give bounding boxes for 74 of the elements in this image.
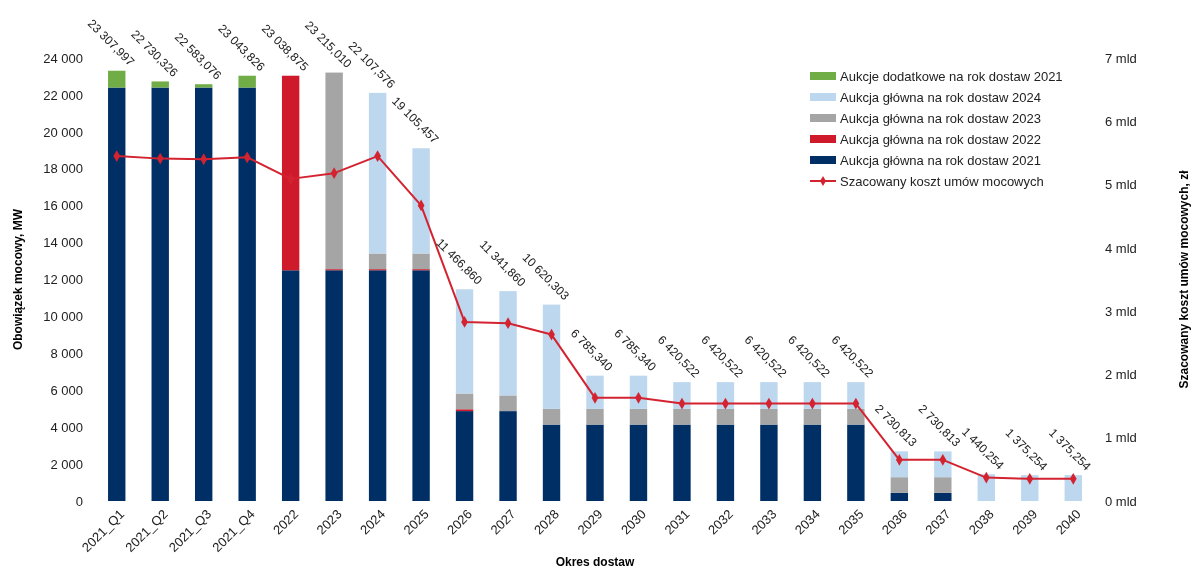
bar xyxy=(281,270,300,501)
bar xyxy=(368,253,387,270)
bar xyxy=(151,87,169,501)
y2-tick-label: 3 mld xyxy=(1105,303,1137,319)
y-tick-label: 2 000 xyxy=(50,456,83,472)
bar xyxy=(542,424,561,501)
bar xyxy=(803,424,822,501)
bar xyxy=(542,408,561,425)
legend-label: Aukcje dodatkowe na rok dostaw 2021 xyxy=(840,69,1063,84)
legend-label: Aukcja główna na rok dostaw 2023 xyxy=(840,111,1041,126)
bar xyxy=(195,84,213,88)
bar xyxy=(455,411,474,501)
y-tick-label: 10 000 xyxy=(43,309,83,325)
bar xyxy=(586,408,604,425)
bar xyxy=(368,270,387,501)
x-axis-title: Okres dostaw xyxy=(555,555,636,569)
bar xyxy=(238,75,256,88)
y-tick-label: 20 000 xyxy=(43,124,83,140)
bar xyxy=(499,291,517,396)
bar xyxy=(151,81,169,88)
y2-tick-label: 0 mld xyxy=(1105,493,1137,509)
bar xyxy=(673,424,691,501)
bar xyxy=(412,270,430,501)
bar xyxy=(238,87,256,501)
legend-label: Aukcja główna na rok dostaw 2022 xyxy=(840,132,1041,147)
legend-label: Szacowany koszt umów mocowych xyxy=(840,174,1044,189)
bar xyxy=(629,408,648,425)
y2-tick-label: 6 mld xyxy=(1105,113,1137,129)
bar xyxy=(803,408,822,425)
bar xyxy=(716,424,735,501)
y-tick-label: 4 000 xyxy=(50,419,83,435)
y-tick-label: 6 000 xyxy=(50,382,83,398)
y-tick-label: 22 000 xyxy=(43,87,83,103)
bar xyxy=(368,92,387,254)
bar xyxy=(325,270,343,501)
bar xyxy=(890,492,909,501)
y-tick-label: 24 000 xyxy=(43,50,83,66)
bar xyxy=(716,408,735,425)
y2-tick-label: 5 mld xyxy=(1105,177,1137,193)
bar xyxy=(586,424,604,501)
y-axis-title: Obowiązek mocowy, MW xyxy=(11,208,25,351)
bar xyxy=(412,148,430,254)
bar xyxy=(108,87,126,501)
y-tick-label: 14 000 xyxy=(43,235,83,251)
y-tick-label: 18 000 xyxy=(43,161,83,177)
y-tick-label: 12 000 xyxy=(43,272,83,288)
bar xyxy=(499,411,517,501)
bar xyxy=(673,408,691,425)
bar xyxy=(890,477,909,493)
legend-label: Aukcja główna na rok dostaw 2024 xyxy=(840,90,1041,105)
y2-tick-label: 4 mld xyxy=(1105,240,1137,256)
bar xyxy=(847,408,865,425)
bar xyxy=(108,70,126,88)
bar xyxy=(195,87,213,501)
bar xyxy=(760,408,778,425)
bar xyxy=(325,72,343,270)
y2-axis-title: Szacowany koszt umów mocowych, zł xyxy=(1177,169,1191,389)
y2-tick-label: 7 mld xyxy=(1105,50,1137,66)
y2-tick-label: 1 mld xyxy=(1105,430,1137,446)
bar xyxy=(455,393,474,410)
y-tick-label: 8 000 xyxy=(50,345,83,361)
y-tick-label: 16 000 xyxy=(43,198,83,214)
y-tick-label: 0 xyxy=(75,493,83,509)
y2-tick-label: 2 mld xyxy=(1105,367,1137,383)
bar xyxy=(455,289,474,394)
bar xyxy=(412,253,430,270)
bar xyxy=(847,424,865,501)
bar xyxy=(934,477,952,493)
bar xyxy=(934,492,952,501)
legend-label: Aukcja główna na rok dostaw 2021 xyxy=(840,153,1041,168)
bar xyxy=(499,395,517,412)
bar xyxy=(542,304,561,409)
bar xyxy=(629,424,648,501)
bar xyxy=(760,424,778,501)
